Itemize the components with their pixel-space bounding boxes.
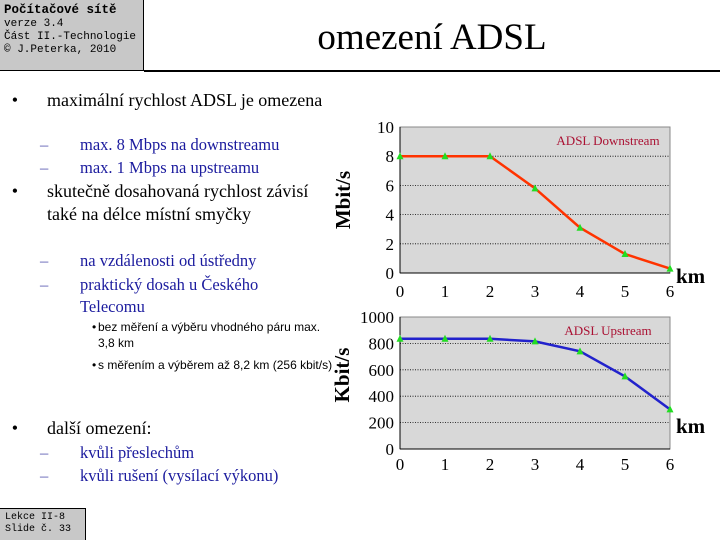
data-point [621, 372, 629, 380]
plot-area [399, 316, 671, 450]
series-line [400, 337, 671, 411]
subsub-bullet-no-measure-text: bez měření a výběru vhodného páru max. 3… [98, 320, 321, 350]
data-point [396, 334, 404, 342]
y-tick-label: 4 [386, 206, 395, 225]
sub-bullet-range: praktický dosah u Českého Telecomu [40, 274, 315, 318]
bullet-real-speed: skutečně dosahovaná rychlost závisí také… [26, 180, 316, 226]
subsub-bullet-measure: s měřením a výběrem až 8,2 km (256 kbit/… [92, 357, 333, 373]
bullet-other-limits: další omezení: [26, 417, 316, 440]
series-label: ADSL Upstream [564, 323, 651, 338]
bullet-real-speed-text: skutečně dosahovaná rychlost závisí také… [47, 181, 309, 224]
sub-bullet-downstream-text: max. 8 Mbps na downstreamu [80, 135, 280, 154]
sub-bullet-crosstalk: kvůli přeslechům [40, 442, 315, 464]
slide-number: Slide č. 33 [5, 524, 72, 535]
sub-bullet-distance-text: na vzdálenosti od ústředny [80, 251, 257, 270]
x-tick-label: 6 [666, 282, 675, 301]
course-info-box: Počítačové sítě verze 3.4 Část II.-Techn… [0, 0, 144, 71]
y-tick-label: 200 [369, 414, 395, 433]
series-label: ADSL Downstream [556, 133, 659, 148]
part-label: Část II.-Technologie [4, 31, 137, 43]
data-point [396, 152, 404, 160]
subsub-bullet-measure-text: s měřením a výběrem až 8,2 km (256 kbit/… [98, 358, 333, 372]
bullet-max-speed: maximální rychlost ADSL je omezena [26, 89, 322, 112]
data-point [441, 334, 449, 342]
lecture-label: Lekce II-8 [5, 512, 66, 523]
y-tick-label: 600 [369, 361, 395, 380]
series-line [400, 154, 671, 270]
x-tick-label: 1 [441, 282, 450, 301]
chart-upstream: 0 200 400 600 800 1000 0 1 2 3 4 5 6 ADSL Upstream Kbi… [330, 308, 706, 474]
y-tick-label: 1000 [360, 308, 394, 327]
slide-title: omezení ADSL [317, 17, 547, 58]
x-tick-label: 5 [621, 455, 630, 474]
x-tick-label: 2 [486, 282, 495, 301]
y-tick-label: 0 [386, 264, 395, 283]
sub-bullet-distance: na vzdálenosti od ústředny [40, 250, 315, 272]
data-point [441, 152, 449, 160]
x-tick-label: 4 [576, 282, 585, 301]
copyright-label: © J.Peterka, 2010 [4, 44, 117, 56]
data-point [486, 334, 494, 342]
y-tick-label: 6 [386, 176, 395, 195]
bullet-other-limits-text: další omezení: [47, 418, 152, 438]
data-point [576, 223, 584, 231]
x-tick-label: 3 [531, 282, 540, 301]
y-tick-label: 0 [386, 440, 395, 459]
sub-bullet-crosstalk-text: kvůli přeslechům [80, 443, 195, 462]
data-point [486, 152, 494, 160]
sub-bullet-upstream-text: max. 1 Mbps na upstreamu [80, 158, 260, 177]
plot-area [399, 126, 671, 274]
data-point [666, 264, 674, 272]
data-point [621, 250, 629, 258]
x-tick-label: 4 [576, 455, 585, 474]
y-axis-label: Kbit/s [330, 348, 354, 403]
x-tick-label: 5 [621, 282, 630, 301]
x-tick-label: 6 [666, 455, 675, 474]
y-tick-label: 2 [386, 235, 395, 254]
title-divider [144, 70, 720, 72]
sub-bullet-interference-text: kvůli rušení (vysílací výkonu) [80, 466, 279, 485]
data-point [666, 405, 674, 413]
y-tick-label: 400 [369, 387, 395, 406]
version-label: verze 3.4 [4, 18, 64, 30]
y-tick-label: 800 [369, 334, 395, 353]
subsub-bullet-no-measure: bez měření a výběru vhodného páru max. 3… [92, 319, 333, 351]
data-point [576, 347, 584, 355]
course-title: Počítačové sítě [4, 3, 117, 17]
x-tick-label: 0 [396, 282, 405, 301]
sub-bullet-downstream: max. 8 Mbps na downstreamu [40, 134, 315, 156]
sub-bullet-upstream: max. 1 Mbps na upstreamu [40, 157, 315, 179]
x-tick-label: 3 [531, 455, 540, 474]
sub-bullet-range-text: praktický dosah u Českého Telecomu [80, 275, 259, 316]
y-tick-label: 10 [377, 118, 394, 137]
x-tick-label: 0 [396, 455, 405, 474]
data-point [531, 337, 539, 345]
data-point [531, 184, 539, 192]
slide-footer: Lekce II-8 Slide č. 33 [0, 508, 86, 540]
x-tick-label: 1 [441, 455, 450, 474]
x-axis-label: km [676, 414, 706, 438]
x-axis-label: km [676, 264, 706, 288]
bullet-max-speed-text: maximální rychlost ADSL je omezena [47, 90, 323, 110]
y-tick-label: 8 [386, 147, 395, 166]
sub-bullet-interference: kvůli rušení (vysílací výkonu) [40, 465, 315, 487]
x-tick-label: 2 [486, 455, 495, 474]
